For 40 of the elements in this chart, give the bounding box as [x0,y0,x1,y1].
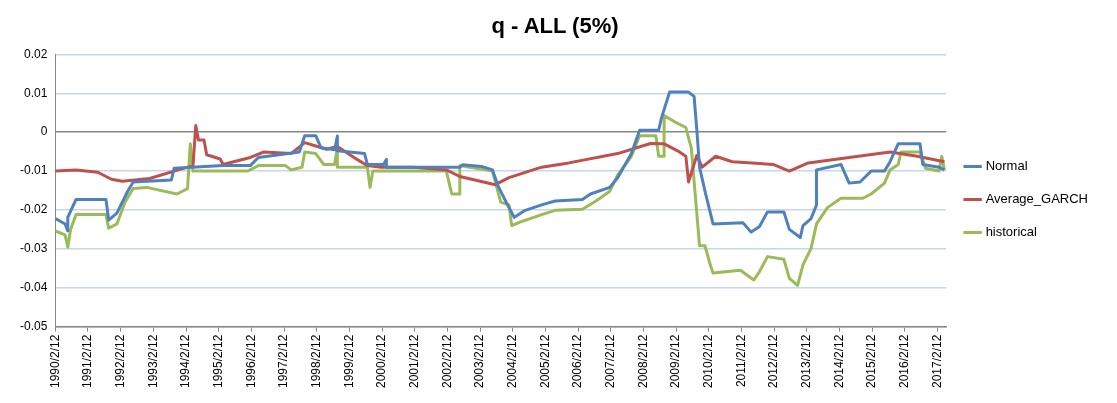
x-tick-label: 1996/2/12 [243,334,258,389]
x-tick-label: 2003/2/12 [472,334,487,389]
x-tick-label: 2007/2/12 [603,334,618,389]
x-tick-label: 2006/2/12 [570,334,585,389]
x-tick-label: 1992/2/12 [112,334,127,389]
x-tick-label: 2004/2/12 [505,334,519,389]
x-tick-label: 2013/2/12 [799,334,814,389]
legend-label: historical [985,224,1038,240]
x-tick-label: 2009/2/12 [668,334,683,389]
y-tick-label: -0.05 [19,318,48,333]
x-tick-label: 2014/2/12 [831,334,846,389]
x-tick-label: 1993/2/12 [145,334,160,389]
x-tick-label: 2010/2/12 [701,334,716,389]
x-tick-label: 2005/2/12 [537,334,552,389]
x-tick-label: 2015/2/12 [864,334,879,389]
x-tick-label: 2001/2/12 [407,334,422,389]
y-tick-label: -0.02 [19,202,48,217]
x-tick-label: 1995/2/12 [210,334,225,389]
x-tick-label: 2000/2/12 [374,334,389,389]
x-tick-label: 2008/2/12 [635,334,650,389]
x-tick-label: 2017/2/12 [929,334,944,389]
x-tick-label: 1991/2/12 [80,334,95,389]
x-tick-label: 2011/2/12 [733,334,748,388]
y-tick-label: 0.01 [23,85,48,100]
chart-title: q - ALL (5%) [491,13,619,39]
x-tick-label: 1997/2/12 [276,334,291,389]
x-tick-label: 2012/2/12 [766,334,781,389]
x-tick-label: 2016/2/12 [897,334,912,389]
y-tick-label: -0.03 [19,241,48,256]
x-tick-label: 1994/2/12 [178,334,193,389]
y-tick-label: 0 [40,124,48,139]
x-tick-label: 1999/2/12 [341,334,356,389]
x-tick-label: 1990/2/12 [47,334,62,389]
y-tick-label: -0.01 [19,163,48,178]
y-tick-label: 0.02 [23,46,48,61]
legend-label: Normal [985,158,1028,174]
x-tick-label: 2002/2/12 [439,334,454,389]
y-tick-label: -0.04 [19,280,48,295]
legend-label: Average_GARCH [985,191,1089,207]
x-tick-label: 1998/2/12 [309,334,324,389]
